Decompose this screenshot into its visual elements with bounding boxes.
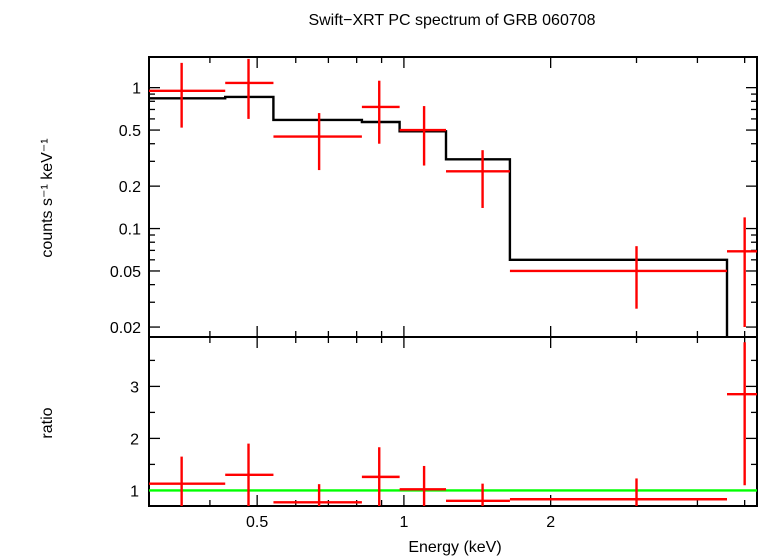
x-axis-label: Energy (keV): [408, 539, 501, 556]
plot-frame: [148, 56, 758, 338]
y-tick-label: 0.1: [119, 222, 141, 239]
data-point: [399, 106, 447, 166]
ratio-point: [446, 483, 510, 506]
ratio-point: [399, 465, 447, 506]
spectrum-panel: 1 0.5 0.2 0.1 0.05 0.02: [110, 56, 758, 338]
data-point: [225, 58, 274, 119]
x-tick-label: 0.5: [246, 514, 268, 531]
plot-frame: [148, 336, 758, 507]
top-panel-ylabel: counts s⁻¹ keV⁻¹: [39, 138, 56, 257]
x-tick-label: 2: [546, 514, 555, 531]
y-tick-label: 0.05: [110, 264, 141, 281]
data-point: [361, 80, 400, 144]
data-point: [273, 113, 362, 171]
data-point: [149, 62, 226, 128]
x-tick-label: 1: [399, 514, 408, 531]
ratio-panel: 1 2 3 0.5 1 2: [130, 336, 758, 531]
bottom-panel-ylabel: ratio: [39, 407, 56, 438]
model-step-line: [149, 95, 729, 337]
data-point: [446, 150, 510, 208]
y-tick-label: 3: [130, 379, 139, 396]
ratio-point: [149, 456, 226, 506]
ratio-point: [727, 342, 757, 486]
y-tick-label: 2: [130, 431, 139, 448]
chart-title: Swift−XRT PC spectrum of GRB 060708: [308, 12, 595, 29]
ratio-point: [225, 443, 274, 506]
y-tick-label: 1: [130, 483, 139, 500]
y-tick-label: 0.2: [119, 179, 141, 196]
y-tick-label: 0.5: [119, 123, 141, 140]
ratio-point: [361, 447, 400, 506]
data-point: [509, 246, 728, 309]
y-tick-label: 0.02: [110, 320, 141, 337]
data-point: [727, 217, 757, 328]
y-tick-label: 1: [132, 81, 141, 98]
ratio-point: [509, 478, 728, 506]
ratio-point: [273, 484, 362, 506]
